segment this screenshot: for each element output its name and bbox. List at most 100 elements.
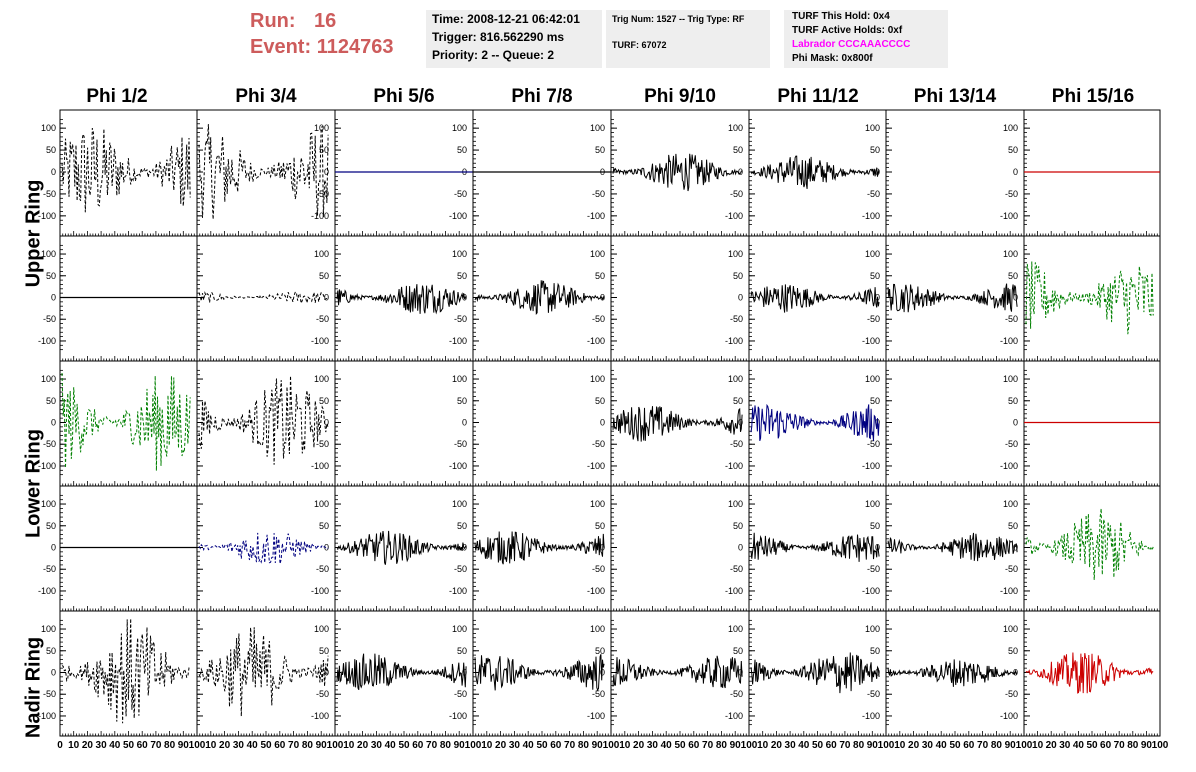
x-tick-label: 90	[1141, 740, 1153, 751]
y-tick-label: -50	[316, 314, 329, 324]
x-tick-label: 50	[812, 740, 824, 751]
y-tick-label: 100	[41, 374, 56, 384]
y-tick-label: 50	[870, 271, 880, 281]
waveform-trace	[474, 280, 605, 315]
y-tick-label: -100	[449, 586, 467, 596]
x-tick-label: 20	[908, 740, 920, 751]
event-label: Event:	[250, 36, 312, 58]
y-tick-label: -50	[1005, 189, 1018, 199]
y-tick-label: -50	[592, 314, 605, 324]
x-tick-label: 60	[688, 740, 700, 751]
y-tick-label: 50	[319, 521, 329, 531]
y-tick-label: 100	[728, 374, 743, 384]
run-event-box: Run: 16 Event: 1124763	[250, 8, 420, 64]
waveform-trace	[750, 403, 880, 441]
y-tick-label: 100	[41, 499, 56, 509]
x-tick-label: 40	[661, 740, 673, 751]
y-tick-label: 100	[590, 123, 605, 133]
y-tick-label: 100	[1003, 499, 1018, 509]
y-tick-label: -100	[38, 711, 56, 721]
y-tick-label: -50	[1005, 689, 1018, 699]
y-tick-label: -100	[725, 711, 743, 721]
x-tick-label: 90	[178, 740, 190, 751]
x-tick-label: 30	[785, 740, 797, 751]
y-tick-label: -100	[862, 211, 880, 221]
x-tick-label: 70	[564, 740, 576, 751]
y-tick-label: 50	[1008, 396, 1018, 406]
x-tick-label: 50	[123, 740, 135, 751]
y-tick-label: -100	[38, 586, 56, 596]
y-tick-label: 100	[452, 374, 467, 384]
y-tick-label: 100	[728, 249, 743, 259]
phi-header-13-14: Phi 13/14	[913, 86, 997, 107]
y-tick-label: 0	[324, 418, 329, 428]
y-tick-label: 100	[452, 249, 467, 259]
x-tick-label: 60	[274, 740, 286, 751]
x-tick-label: 40	[109, 740, 121, 751]
y-tick-label: -50	[1005, 439, 1018, 449]
x-tick-label: 60	[550, 740, 562, 751]
y-tick-label: -50	[454, 439, 467, 449]
run-value: 16	[314, 10, 337, 32]
y-tick-label: 50	[457, 646, 467, 656]
y-tick-label: -50	[730, 314, 743, 324]
x-tick-label: 10	[343, 740, 355, 751]
plot-frame	[59, 235, 198, 362]
y-tick-label: 100	[314, 624, 329, 634]
time-info-box: Time: 2008-12-21 06:42:01 Trigger: 816.5…	[426, 10, 602, 68]
phi-mask-text: Phi Mask: 0x800f	[792, 53, 873, 64]
y-tick-label: -100	[311, 461, 329, 471]
waveform-trace	[198, 291, 329, 306]
waveform-trace	[198, 124, 329, 220]
x-tick-label: 90	[1005, 740, 1017, 751]
y-tick-label: -50	[43, 564, 56, 574]
y-tick-label: -100	[862, 711, 880, 721]
y-tick-label: 100	[314, 249, 329, 259]
x-tick-label: 20	[357, 740, 369, 751]
waveform-trace	[887, 283, 1018, 313]
event-row: Event: 1124763	[250, 34, 420, 60]
y-tick-label: 0	[738, 543, 743, 553]
x-tick-label: 20	[82, 740, 94, 751]
y-tick-label: -50	[730, 689, 743, 699]
y-tick-label: 0	[51, 543, 56, 553]
waveform-trace	[1025, 508, 1154, 580]
y-tick-label: 100	[590, 374, 605, 384]
trig-num-text: Trig Num: 1527 -- Trig Type: RF	[612, 14, 745, 24]
y-tick-label: 100	[865, 499, 880, 509]
x-tick-label: 20	[219, 740, 231, 751]
x-tick-label: 40	[247, 740, 259, 751]
y-tick-label: 50	[870, 521, 880, 531]
x-tick-label: 50	[949, 740, 961, 751]
y-tick-label: -100	[725, 461, 743, 471]
x-tick-label: 20	[495, 740, 507, 751]
y-tick-label: 100	[1003, 249, 1018, 259]
y-tick-label: 100	[728, 123, 743, 133]
y-tick-label: -50	[454, 689, 467, 699]
x-tick-label: 100	[189, 740, 206, 751]
x-tick-label: 20	[1046, 740, 1058, 751]
x-tick-label: 20	[771, 740, 783, 751]
phi-header-5-6: Phi 5/6	[373, 86, 435, 107]
x-tick-label: 10	[619, 740, 631, 751]
x-tick-label: 40	[936, 740, 948, 751]
y-tick-label: 100	[590, 624, 605, 634]
x-tick-label: 50	[260, 740, 272, 751]
y-tick-label: -50	[1005, 564, 1018, 574]
y-tick-label: -100	[1000, 711, 1018, 721]
waveform-trace	[750, 155, 880, 189]
y-tick-label: -100	[587, 211, 605, 221]
y-tick-label: -100	[725, 336, 743, 346]
waveform-trace	[61, 618, 191, 724]
y-tick-label: 50	[457, 396, 467, 406]
y-tick-label: 100	[590, 499, 605, 509]
y-tick-label: 0	[1013, 418, 1018, 428]
y-tick-label: 50	[595, 271, 605, 281]
y-tick-label: -100	[38, 461, 56, 471]
x-tick-label: 0	[57, 740, 63, 751]
y-tick-label: 0	[51, 167, 56, 177]
y-tick-label: 100	[1003, 123, 1018, 133]
waveform-trace	[750, 532, 880, 562]
phi-header-11-12: Phi 11/12	[777, 86, 859, 107]
y-tick-label: 100	[865, 123, 880, 133]
